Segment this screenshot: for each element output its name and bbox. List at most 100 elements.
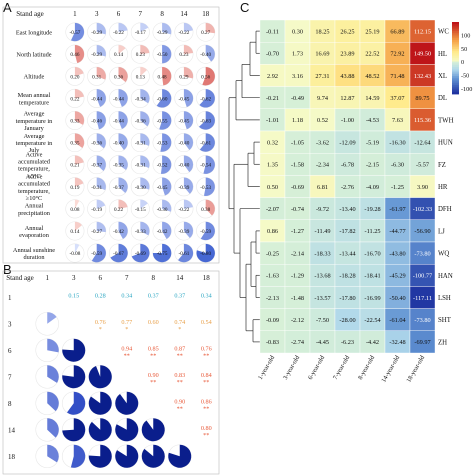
- panel-a-pie: [96, 44, 106, 57]
- panel-c-cell-value: 132.43: [414, 73, 431, 80]
- panel-c-colorbar-segment: [452, 65, 459, 68]
- panel-a-pie: [160, 133, 172, 152]
- panel-c-cell-value: -0.74: [291, 206, 305, 213]
- panel-b-pie: [62, 365, 86, 389]
- panel-a-value-label: -0.22: [178, 207, 189, 213]
- panel-c-cell-value: -102.33: [413, 206, 432, 213]
- panel-c-colorbar-tick: -100: [461, 86, 472, 93]
- panel-c-cell-value: -13.57: [314, 295, 330, 302]
- panel-a-row-label: Average temperature in January: [16, 111, 53, 132]
- panel-a-value-label: -0.39: [178, 229, 189, 235]
- panel-c-col-label: 3-year-old: [282, 354, 302, 381]
- panel-c-cell-value: 149.50: [414, 51, 431, 58]
- panel-c-cell-value: -0.09: [266, 317, 279, 324]
- panel-a-value-label: 0.23: [136, 52, 145, 58]
- panel-a-row-label-line: July: [29, 147, 40, 154]
- panel-c-cell-value: -18.41: [364, 273, 380, 280]
- panel-a-value-label: -0.80: [200, 251, 211, 257]
- panel-c-colorbar-segment: [452, 29, 459, 32]
- panel-a-pie: [156, 89, 172, 108]
- panel-a-pie: [183, 133, 194, 150]
- panel-a-frame: [2, 6, 220, 264]
- panel-a-value-label: 0.29: [179, 74, 188, 80]
- panel-c-cell-value: -61.97: [389, 206, 405, 213]
- panel-c-cell-value: -13.68: [314, 273, 330, 280]
- panel-a-pie: [183, 155, 194, 173]
- panel-a-corner-label: Stand age: [16, 10, 43, 18]
- panel-a-col-label: 1: [73, 10, 77, 18]
- panel-a-value-label: -0.69: [135, 251, 146, 257]
- panel-a-pie: [96, 155, 106, 171]
- panel-c-cell-value: 12.87: [340, 95, 354, 102]
- panel-a-pie: [162, 44, 172, 64]
- panel-a-row-label: Annual precipitation: [18, 203, 51, 217]
- panel-a-value-label: -0.31: [135, 141, 146, 147]
- panel-c-cell-value: 26.25: [340, 28, 354, 35]
- panel-a-row-label-line: evaporation: [19, 232, 50, 239]
- panel-a-pie: [118, 89, 128, 107]
- panel-c-cell: [409, 330, 436, 354]
- panel-b-upper-star: **: [177, 352, 183, 359]
- panel-b-upper-value: 0.37: [148, 292, 159, 299]
- panel-c-cell-value: 72.92: [390, 51, 404, 58]
- panel-a-pie: [162, 67, 172, 86]
- panel-a-row-label-line: East longitude: [16, 29, 52, 36]
- panel-c-cell-value: -4.45: [316, 339, 329, 346]
- panel-a-pie: [159, 111, 172, 130]
- panel-a-value-label: -0.31: [91, 185, 102, 191]
- panel-c-colorbar-segment: [452, 22, 459, 25]
- panel-b-upper-star: *: [125, 326, 128, 333]
- panel-c-cell-value: -4.42: [366, 339, 379, 346]
- panel-a-value-label: -0.52: [157, 163, 168, 169]
- panel-b-upper-value: 0.87: [174, 345, 185, 352]
- panel-b-upper-value: 0.90: [148, 372, 159, 379]
- panel-a-value-label: 0.48: [158, 74, 167, 80]
- panel-a-row-label: Altitude: [24, 74, 45, 81]
- panel-b-upper-value: 0.74: [174, 319, 185, 326]
- panel-b-upper-value: 0.86: [201, 398, 212, 405]
- panel-a-value-label: 0.21: [70, 163, 79, 169]
- panel-b-pie: [47, 444, 59, 463]
- panel-a-value-label: -0.44: [91, 96, 102, 102]
- panel-c-cell-value: 25.19: [365, 28, 379, 35]
- panel-a-value-label: -0.62: [200, 96, 211, 102]
- panel-c-cell-value: 0.86: [267, 228, 278, 235]
- panel-b-pie: [47, 391, 59, 412]
- panel-c-cell-value: 0.32: [267, 139, 278, 146]
- panel-a-row-label: North latitude: [16, 52, 51, 59]
- panel-a-pie: [205, 199, 215, 216]
- panel-a-pie: [74, 243, 80, 254]
- panel-c-row-label: SHT: [438, 317, 452, 324]
- panel-c-cell-value: 71.48: [390, 73, 404, 80]
- panel-c-cell-value: 66.89: [390, 28, 404, 35]
- panel-a-value-label: -0.33: [135, 229, 146, 235]
- panel-c-cell-value: -43.80: [389, 250, 405, 257]
- panel-a-value-label: -0.31: [135, 163, 146, 169]
- panel-b-upper-value: 0.84: [201, 372, 212, 379]
- panel-c-cell-value: -1.01: [266, 117, 279, 124]
- panel-b-pie: [115, 444, 139, 468]
- panel-b-upper-value: 0.60: [148, 319, 159, 326]
- panel-b-upper-value: 0.34: [121, 292, 132, 299]
- panel-b-label: B: [3, 262, 12, 277]
- panel-a-value-label: -0.46: [91, 118, 102, 124]
- panel-a-value-label: -0.36: [135, 118, 146, 124]
- panel-c-colorbar-segment: [452, 32, 459, 35]
- panel-c-cell-value: -0.70: [266, 51, 279, 58]
- panel-a-row-label-line: Average: [24, 133, 45, 140]
- panel-a-pie: [162, 221, 172, 240]
- panel-a-pie: [178, 243, 194, 263]
- panel-a-pie: [74, 111, 85, 125]
- panel-a-value-label: -0.67: [113, 251, 124, 257]
- panel-b-upper-value: 0.37: [174, 292, 185, 299]
- panel-a-row-label: East longitude: [16, 29, 52, 36]
- panel-c-cell-value: 9.74: [317, 95, 329, 102]
- panel-a-pie: [96, 133, 106, 149]
- panel-c-dendrogram: [228, 30, 260, 343]
- panel-c-cell-value: -22.54: [364, 317, 381, 324]
- panel-a-pie: [140, 177, 150, 190]
- panel-a-value-label: -0.34: [135, 96, 146, 102]
- panel-a-value-label: -0.53: [157, 141, 168, 147]
- panel-c-colorbar-segment: [452, 52, 459, 55]
- panel-c-cell-value: -73.80: [414, 250, 430, 257]
